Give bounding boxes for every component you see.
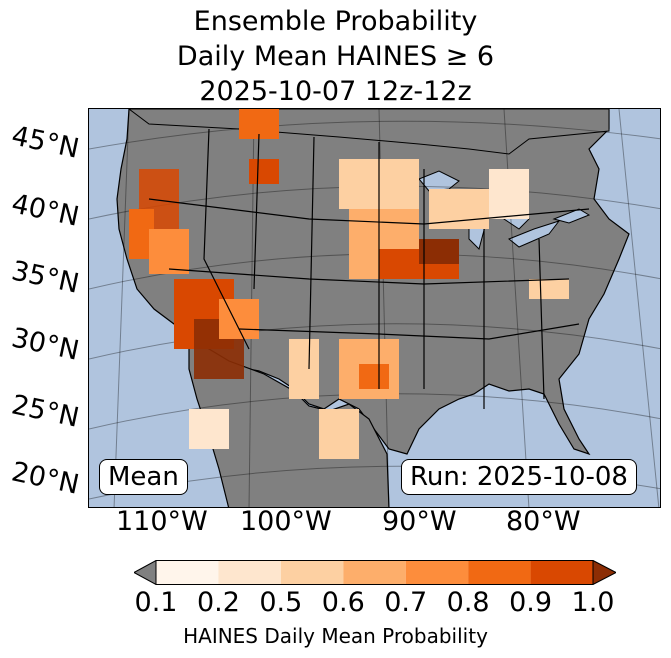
title-line-3: 2025-10-07 12z-12z	[199, 76, 472, 107]
colorbar-segment	[530, 560, 593, 585]
map-panel: Mean Run: 2025-10-08	[88, 108, 661, 508]
lat-tick-25: 25°N	[8, 389, 82, 434]
run-label: Run: 2025-10-08	[401, 459, 637, 495]
colorbar-label: HAINES Daily Mean Probability	[183, 624, 488, 648]
colorbar-tick-label: 0.5	[259, 587, 303, 618]
colorbar-tick-label: 1.0	[571, 587, 615, 618]
colorbar-tick-label: 0.2	[196, 587, 240, 618]
colorbar-tick-label: 0.9	[509, 587, 553, 618]
lon-tick-100w: 100°W	[240, 506, 332, 537]
probability-shading	[129, 109, 569, 459]
colorbar-tick-label: 0.8	[446, 587, 490, 618]
lat-tick-40: 40°N	[8, 188, 82, 233]
colorbar-over-arrow	[592, 560, 616, 585]
colorbar-segment	[218, 560, 281, 585]
colorbar-segment	[280, 560, 344, 585]
mean-label: Mean	[99, 459, 188, 495]
title-line-1: Ensemble Probability	[193, 6, 478, 37]
colorbar-tick-label: 0.6	[321, 587, 365, 618]
colorbar-segment	[405, 560, 469, 585]
colorbar-segment	[468, 560, 531, 585]
lat-tick-35: 35°N	[8, 255, 82, 300]
lon-tick-90w: 90°W	[382, 506, 457, 537]
lon-tick-110w: 110°W	[116, 506, 208, 537]
title-line-2: Daily Mean HAINES ≥ 6	[176, 41, 495, 72]
lat-tick-45: 45°N	[8, 120, 82, 165]
map-canvas	[89, 109, 660, 507]
colorbar	[134, 560, 616, 585]
lat-tick-30: 30°N	[8, 322, 82, 367]
colorbar-tick-label: 0.7	[384, 587, 428, 618]
lon-tick-80w: 80°W	[506, 506, 581, 537]
colorbar-under-arrow	[134, 560, 157, 585]
colorbar-segment	[343, 560, 406, 585]
colorbar-tick-label: 0.1	[134, 587, 178, 618]
lat-tick-20: 20°N	[8, 456, 82, 501]
colorbar-segment	[156, 560, 219, 585]
